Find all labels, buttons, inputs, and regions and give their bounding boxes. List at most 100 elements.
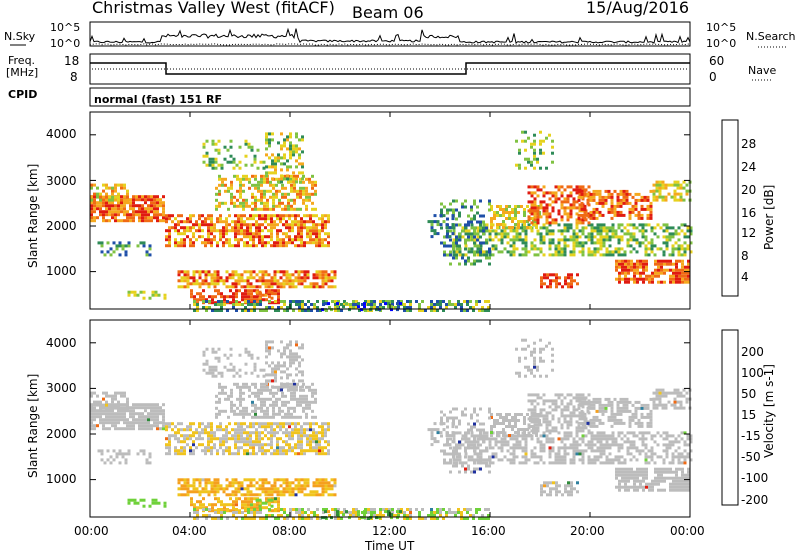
velocity-cell	[240, 484, 244, 488]
velocity-cell	[112, 458, 116, 462]
power-cell	[589, 216, 593, 220]
power-cell	[494, 235, 498, 239]
power-cell	[250, 303, 253, 306]
power-cell	[273, 244, 276, 248]
velocity-cell	[180, 484, 184, 488]
velocity-cell	[545, 437, 549, 441]
velocity-cell	[207, 481, 211, 485]
power-cell	[605, 247, 609, 251]
velocity-cell	[328, 514, 331, 517]
power-cell	[662, 253, 666, 257]
velocity-cell	[475, 508, 478, 511]
velocity-cell	[536, 437, 540, 441]
power-cell	[278, 198, 281, 202]
power-cell	[668, 238, 672, 242]
power-cell	[316, 306, 319, 309]
power-cell	[567, 282, 570, 286]
power-cell	[566, 206, 570, 210]
power-cell	[261, 217, 264, 221]
power-cell	[224, 189, 227, 193]
power-cell	[279, 282, 283, 286]
power-cell	[105, 204, 108, 208]
power-cell	[264, 270, 268, 274]
velocity-cell	[575, 434, 579, 438]
velocity-cell	[272, 394, 275, 398]
velocity-cell	[302, 409, 305, 413]
power-cell	[666, 259, 669, 263]
velocity-cell	[257, 394, 260, 398]
power-cell	[460, 306, 463, 309]
velocity-cell	[259, 508, 262, 511]
power-cell	[617, 223, 621, 227]
power-cell	[551, 200, 555, 204]
velocity-cell	[171, 428, 174, 432]
power-cell	[626, 238, 630, 242]
power-cell	[211, 309, 214, 312]
velocity-cell	[406, 514, 409, 517]
velocity-cell	[114, 406, 117, 410]
velocity-cell	[277, 349, 280, 353]
power-cell	[627, 271, 630, 275]
velocity-cell	[142, 498, 146, 502]
power-cell	[150, 207, 153, 211]
power-cell	[186, 273, 190, 277]
power-cell	[530, 221, 534, 225]
power-cell	[604, 195, 608, 199]
velocity-cell	[111, 415, 114, 419]
velocity-cell	[225, 437, 228, 441]
velocity-cell	[608, 446, 612, 450]
power-cell	[658, 195, 662, 199]
power-cell	[449, 262, 452, 266]
velocity-cell	[243, 449, 246, 453]
velocity-cell	[234, 434, 237, 438]
velocity-cell	[254, 394, 257, 398]
power-cell	[183, 244, 186, 248]
power-cell	[253, 306, 256, 309]
power-cell	[681, 265, 684, 269]
power-cell	[664, 195, 668, 199]
power-cell	[249, 229, 252, 233]
power-cell	[254, 201, 257, 205]
power-cell	[127, 244, 131, 248]
power-cell	[500, 238, 504, 242]
power-cell	[590, 226, 594, 230]
velocity-cell	[451, 511, 454, 514]
power-cell	[199, 298, 202, 302]
power-cell	[533, 212, 537, 216]
velocity-cell	[224, 409, 227, 413]
power-cell	[660, 271, 663, 275]
power-cell	[276, 232, 279, 236]
power-cell	[321, 279, 325, 283]
velocity-cell	[521, 437, 525, 441]
power-cell	[493, 214, 496, 217]
velocity-cell	[198, 431, 201, 435]
power-cell	[625, 195, 629, 199]
velocity-cell	[321, 428, 324, 432]
power-cell	[141, 198, 144, 202]
velocity-cell	[280, 364, 283, 368]
power-cell	[490, 223, 493, 226]
power-cell	[199, 295, 202, 299]
velocity-cell	[247, 500, 250, 504]
power-cell	[485, 250, 489, 254]
velocity-cell	[308, 400, 311, 404]
power-cell	[96, 216, 99, 220]
velocity-cell	[240, 428, 243, 432]
power-cell	[225, 238, 228, 242]
power-cell	[655, 183, 659, 187]
power-cell	[205, 139, 209, 143]
power-cell	[132, 213, 135, 217]
power-cell	[455, 223, 458, 227]
velocity-cell	[252, 484, 256, 488]
power-cell	[684, 271, 687, 275]
power-cell	[219, 220, 222, 224]
power-cell	[96, 195, 99, 199]
power-cell	[234, 220, 237, 224]
velocity-cell	[144, 415, 147, 419]
power-cell	[595, 207, 599, 211]
power-cell	[168, 226, 171, 230]
power-cell	[186, 282, 190, 286]
power-cell	[267, 214, 270, 218]
velocity-cell	[258, 437, 261, 441]
velocity-cell	[318, 437, 321, 441]
